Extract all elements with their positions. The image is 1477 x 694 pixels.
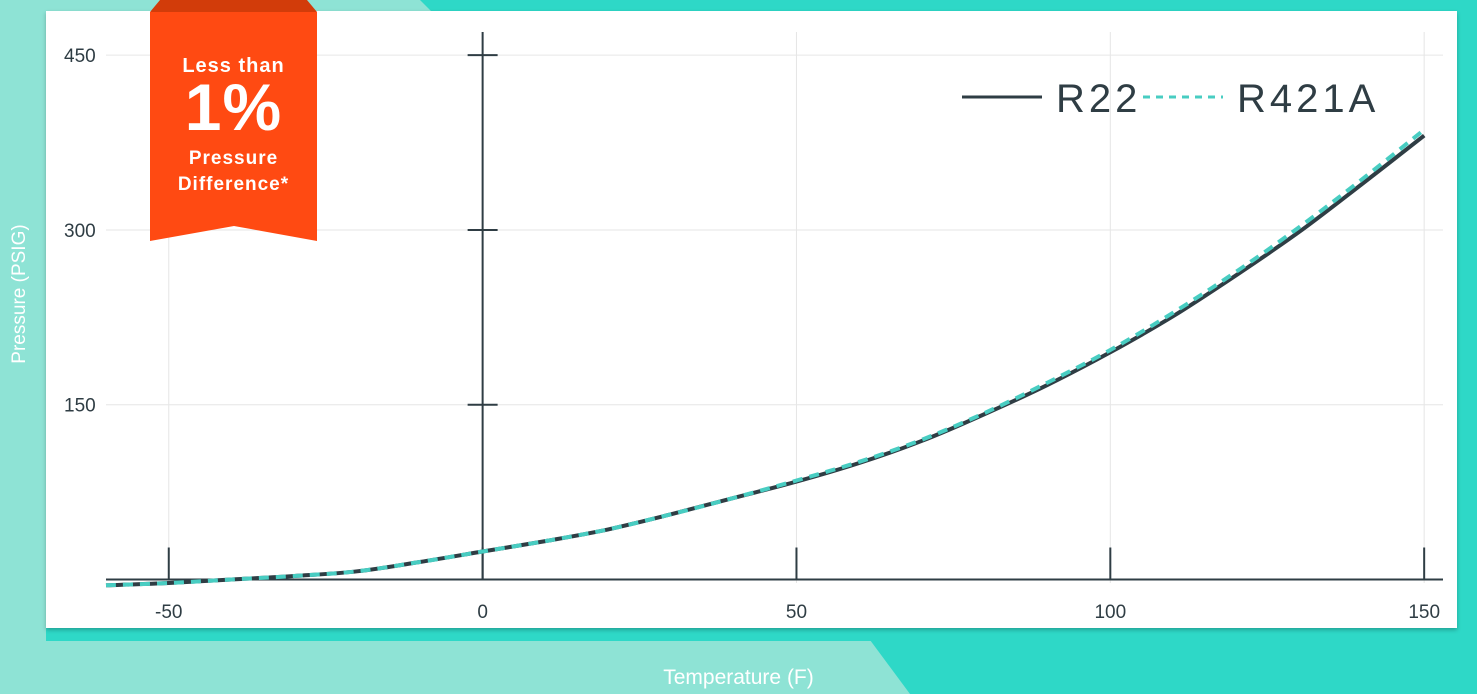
x-tick-label: -50	[155, 602, 182, 623]
x-tick-label: 100	[1094, 602, 1126, 623]
axes	[106, 32, 1443, 581]
legend-label-r22: R22	[1056, 77, 1141, 121]
grid	[106, 32, 1443, 583]
ribbon-shape	[150, 0, 317, 241]
badge-percentage: 1%	[184, 70, 283, 144]
y-axis-label: Pressure (PSIG)	[9, 224, 30, 364]
series-line-r22	[105, 134, 1426, 588]
badge-line-4: Difference*	[177, 174, 290, 195]
x-tick-label: 50	[786, 602, 807, 623]
legend: R22 R421A	[962, 77, 1379, 121]
badge-line-1: Less than	[182, 55, 285, 77]
y-tick-label: 300	[64, 221, 96, 242]
badge-line-3: Pressure	[188, 148, 279, 169]
x-axis-label: Temperature (F)	[663, 666, 814, 689]
series-layer	[105, 128, 1426, 588]
y-tick-label: 450	[64, 46, 96, 67]
tick-labels: -50 0 50 100 150 150 300 450	[64, 46, 1440, 623]
x-tick-label: 0	[477, 602, 488, 623]
pressure-difference-badge: Less than 1% Pressure Difference*	[150, 0, 317, 241]
y-tick-label: 150	[64, 396, 96, 417]
series-line-r421a	[105, 128, 1426, 588]
x-tick-label: 150	[1408, 602, 1440, 623]
legend-label-r421a: R421A	[1237, 77, 1379, 121]
